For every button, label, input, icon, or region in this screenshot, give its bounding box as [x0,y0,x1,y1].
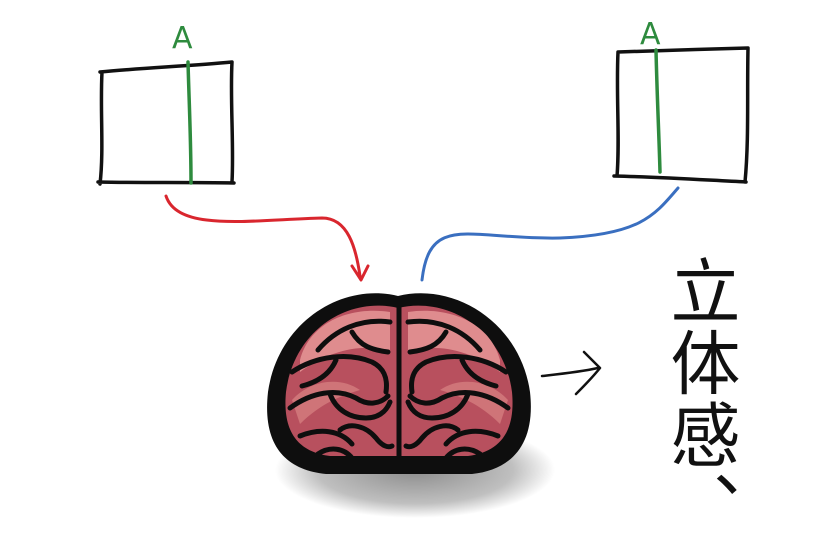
result-arrow [540,350,602,396]
left-view-line [186,60,193,185]
right-view-box [612,46,750,184]
left-view-box [96,60,236,186]
right-view-label: A [640,17,661,52]
right-eye-view: A [612,17,750,184]
result-text-group: 立体感、 [659,255,741,543]
result-text: 立体感、 [659,255,741,543]
left-view-arrow [164,194,370,282]
left-eye-view: A [96,21,236,186]
brain-folds [287,297,511,465]
right-view-arrow [420,186,680,282]
right-view-line [654,48,662,174]
brain-icon [267,293,555,518]
left-view-label: A [172,21,193,56]
